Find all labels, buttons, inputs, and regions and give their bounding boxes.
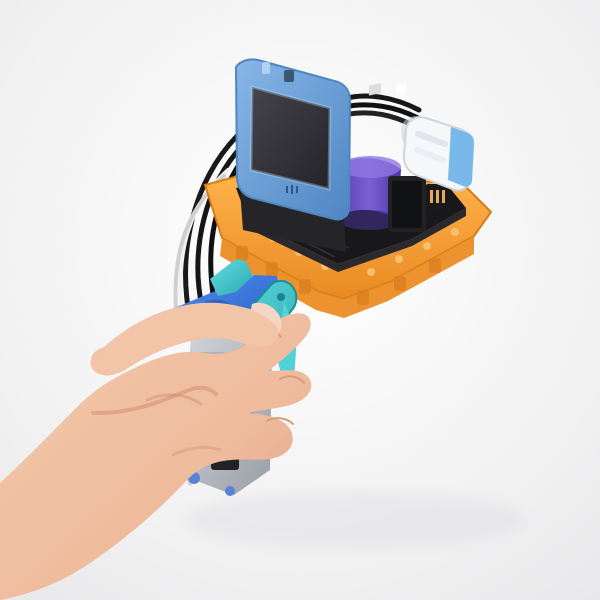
display-module-icon (234, 58, 352, 252)
thumb (90, 302, 279, 376)
background-shadow (185, 490, 525, 550)
battery-icon (338, 156, 426, 232)
sensor-module-icon (401, 116, 475, 192)
